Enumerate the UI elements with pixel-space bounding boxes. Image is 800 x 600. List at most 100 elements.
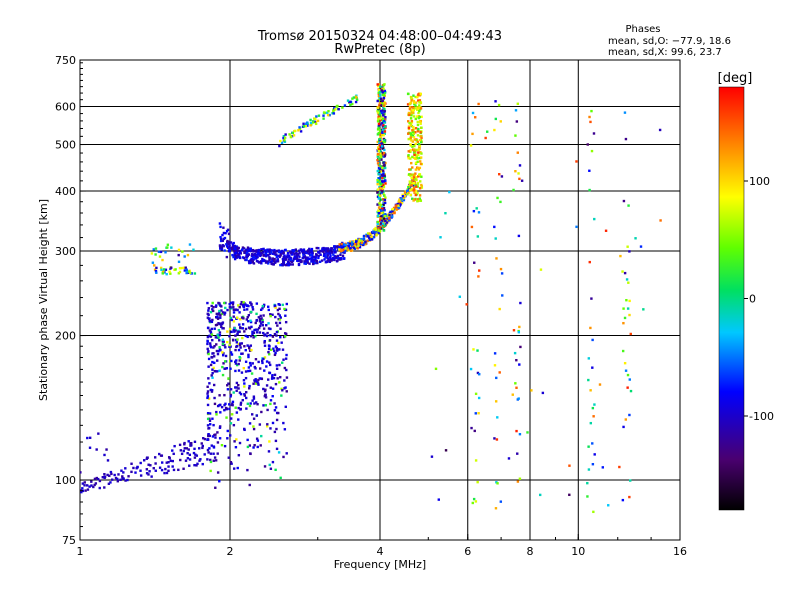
data-point: [192, 248, 195, 251]
data-point: [409, 132, 413, 135]
data-point: [314, 255, 317, 259]
data-point: [384, 125, 387, 128]
data-point: [172, 452, 175, 456]
data-point: [248, 483, 251, 487]
data-point: [340, 249, 343, 252]
data-point: [86, 484, 89, 487]
data-point: [255, 302, 259, 305]
data-point: [219, 237, 223, 241]
data-point: [380, 158, 383, 161]
data-point: [415, 176, 418, 179]
data-point: [381, 181, 384, 184]
data-point: [326, 254, 329, 257]
data-point: [626, 373, 630, 377]
data-point: [231, 301, 235, 304]
data-point: [223, 313, 226, 316]
data-point: [288, 133, 291, 136]
data-point: [350, 249, 353, 253]
data-point: [88, 485, 91, 488]
data-point: [499, 500, 503, 503]
data-point: [416, 96, 419, 99]
data-point: [390, 213, 394, 217]
data-point: [185, 447, 189, 450]
data-point: [284, 314, 287, 317]
data-point: [269, 427, 272, 430]
data-point: [93, 483, 96, 487]
data-point: [473, 429, 476, 433]
data-point: [214, 486, 217, 489]
data-point: [80, 471, 82, 474]
data-point: [291, 131, 295, 135]
data-point: [262, 404, 265, 407]
data-point: [349, 100, 352, 104]
data-point: [416, 120, 419, 124]
data-point: [221, 340, 225, 343]
data-point: [147, 463, 150, 466]
data-point: [237, 454, 241, 457]
data-point: [254, 321, 257, 325]
data-point: [251, 248, 255, 252]
data-point: [337, 108, 340, 111]
data-point: [237, 406, 240, 410]
data-point: [103, 486, 106, 489]
data-point: [324, 255, 328, 258]
data-point: [247, 369, 250, 373]
data-point: [247, 387, 251, 390]
data-point: [590, 297, 593, 300]
data-point: [586, 481, 589, 485]
data-point: [380, 198, 383, 201]
data-point: [306, 122, 309, 126]
data-point: [267, 327, 271, 330]
data-point: [622, 425, 625, 429]
data-point: [246, 316, 249, 319]
data-point: [317, 256, 320, 260]
data-point: [273, 373, 277, 377]
data-point: [207, 352, 210, 356]
data-point: [251, 399, 254, 402]
data-point: [263, 389, 267, 393]
data-point: [514, 134, 517, 137]
data-point: [277, 341, 280, 345]
data-point: [282, 136, 285, 140]
data-point: [212, 346, 215, 349]
data-point: [378, 102, 382, 105]
data-point: [264, 388, 267, 391]
data-point: [588, 188, 591, 192]
data-point: [313, 261, 317, 265]
data-point: [273, 332, 277, 336]
data-point: [476, 480, 479, 484]
data-point: [185, 270, 189, 273]
data-point: [148, 470, 151, 473]
data-point: [381, 183, 385, 187]
data-point: [381, 141, 384, 145]
data-point: [255, 414, 259, 417]
data-point: [130, 462, 133, 465]
data-point: [408, 180, 411, 183]
data-point: [277, 303, 280, 306]
data-point: [356, 247, 359, 250]
data-point: [473, 261, 476, 264]
data-point: [471, 111, 475, 115]
data-point: [260, 251, 264, 255]
data-point: [626, 386, 629, 389]
data-point: [618, 465, 621, 469]
data-point: [209, 345, 213, 349]
data-point: [408, 113, 411, 117]
data-point: [227, 377, 230, 380]
data-point: [235, 316, 239, 319]
data-point: [292, 249, 296, 252]
data-point: [231, 303, 235, 306]
data-point: [517, 397, 520, 400]
data-point: [210, 327, 214, 331]
data-point: [242, 247, 246, 250]
data-point: [208, 427, 211, 430]
data-point: [279, 476, 282, 480]
data-point: [383, 102, 386, 105]
data-point: [409, 174, 412, 177]
data-point: [278, 321, 282, 325]
data-point: [291, 263, 294, 266]
data-point: [310, 251, 314, 254]
data-point: [376, 111, 380, 114]
data-point: [379, 93, 382, 97]
data-point: [283, 254, 286, 257]
